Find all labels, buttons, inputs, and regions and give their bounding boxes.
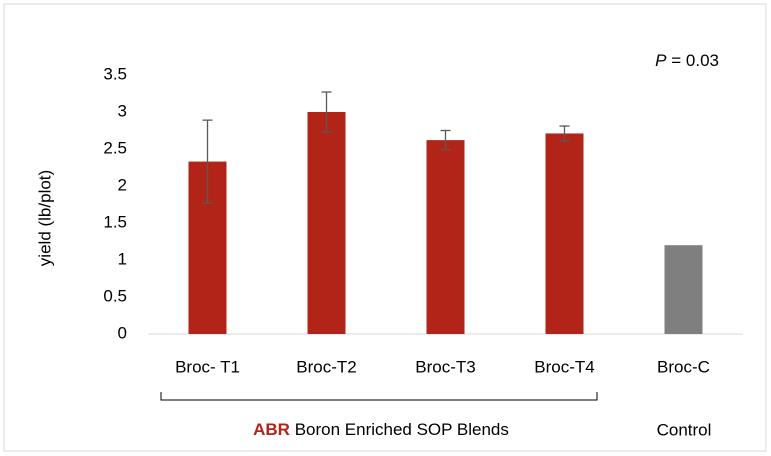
group-highlight: ABR [253,420,290,439]
error-bar [559,125,570,142]
y-tick-label: 2 [118,175,127,194]
y-tick-label: 1.5 [103,212,127,231]
chart-border [3,3,767,452]
bar [664,245,703,334]
x-tick-label: Broc-C [657,357,710,376]
x-tick-label: Broc- T1 [175,357,240,376]
group-bracket [160,392,598,401]
x-tick-label: Broc-T3 [415,357,475,376]
x-tick-label: Broc-T2 [296,357,356,376]
annotation: P = 0.03 [655,51,719,70]
x-tick-label: Broc-T4 [534,357,594,376]
y-axis-label: yield (lb/plot) [35,170,54,266]
y-tick-label: 0 [118,323,127,342]
annotation-text: = 0.03 [671,51,719,70]
error-bar [202,119,213,204]
error-bar [321,91,332,133]
y-tick-label: 2.5 [103,138,127,157]
y-tick-label: 0.5 [103,286,127,305]
annotation-symbol: P [655,51,667,70]
bar [545,133,584,334]
y-tick-label: 3.5 [103,64,127,83]
group-label: Control [657,420,712,439]
bar [307,112,346,334]
group-text: Boron Enriched SOP Blends [295,420,509,439]
y-tick-label: 1 [118,249,127,268]
bar [426,140,465,334]
group-label: ABR Boron Enriched SOP Blends [253,420,509,439]
error-bar [440,129,451,151]
y-tick-label: 3 [118,101,127,120]
